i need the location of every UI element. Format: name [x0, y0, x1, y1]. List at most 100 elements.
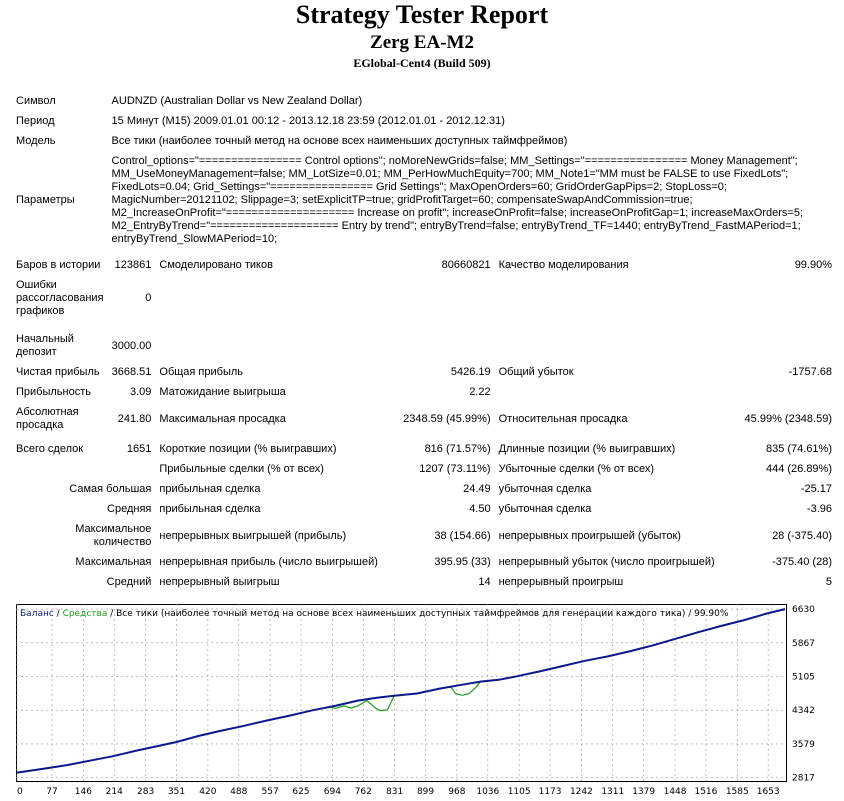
row-drawdown: Абсолютная просадка 241.80 Максимальная …: [12, 403, 836, 436]
x-tick-label: 1653: [757, 787, 780, 797]
balance-chart: Баланс / Средства / Все тики (наиболее т…: [16, 604, 815, 797]
quality-label: Качество моделирования: [498, 259, 629, 271]
x-tick-label: 968: [448, 787, 465, 797]
maximal-profit-value: 395.95 (33): [434, 556, 491, 568]
avg-consec-wins-label: непрерывный выигрыш: [159, 576, 280, 588]
chart-grid: [16, 604, 786, 781]
gross-loss-label: Общий убыток: [498, 366, 574, 378]
x-tick-label: 1448: [664, 787, 687, 797]
row-average: Средняя прибыльная сделка 4.50 убыточная…: [12, 500, 836, 520]
row-profit-trades: Прибыльные сделки (% от всех) 1207 (73.1…: [12, 460, 836, 480]
abs-dd-value: 241.80: [117, 412, 152, 425]
rel-dd-value: 45.99% (2348.59): [744, 412, 832, 425]
maximal-profit-label: непрерывная прибыль (число выигрышей): [159, 556, 378, 568]
row-symbol: Символ AUDNZD (Australian Dollar vs New …: [12, 92, 836, 112]
y-tick-label: 3579: [792, 740, 815, 750]
average-loss-label: убыточная сделка: [498, 503, 592, 515]
symbol-label: Символ: [16, 95, 56, 107]
max-dd-value: 2348.59 (45.99%): [403, 412, 491, 425]
server-name: EGlobal-Cent4 (Build 509): [353, 56, 491, 70]
x-tick-label: 214: [106, 787, 123, 797]
row-model: Модель Все тики (наиболее точный метод н…: [12, 132, 836, 152]
trades-value: 1651: [126, 443, 152, 455]
period-value: 15 Минут (M15) 2009.01.01 00:12 - 2013.1…: [111, 115, 505, 127]
bars-label: Баров в истории: [16, 259, 101, 271]
x-tick-label: 1585: [726, 787, 749, 797]
max-consec-wins-value: 38 (154.66): [434, 529, 491, 542]
long-label: Длинные позиции (% выигравших): [498, 443, 676, 455]
report-table: Символ AUDNZD (Australian Dollar vs New …: [12, 92, 836, 593]
y-tick-label: 4342: [792, 706, 815, 716]
x-tick-label: 1242: [570, 787, 593, 797]
x-tick-label: 1036: [476, 787, 499, 797]
long-value: 835 (74.61%): [765, 443, 832, 455]
x-tick-label: 1516: [694, 787, 717, 797]
chart-frame: [16, 604, 787, 782]
row-largest: Самая большая прибыльная сделка 24.49 уб…: [12, 480, 836, 500]
avg-consec-losses-label: непрерывный проигрыш: [498, 576, 624, 588]
model-value: Все тики (наиболее точный метод на основ…: [111, 135, 568, 147]
row-maximal: Максимальная непрерывная прибыль (число …: [12, 553, 836, 573]
x-tick-label: 420: [199, 787, 216, 797]
net-label: Чистая прибыль: [16, 366, 100, 378]
legend-equity: Средства: [63, 609, 108, 619]
x-tick-label: 625: [292, 787, 309, 797]
x-tick-label: 146: [75, 787, 92, 797]
largest-loss-label: убыточная сделка: [498, 483, 592, 495]
params-label: Параметры: [16, 194, 75, 206]
x-axis-ticks: 0 77 146 214 283 351 420 488 557 625 694 762 831 899 9…: [17, 787, 780, 797]
x-tick-label: 488: [230, 787, 247, 797]
average-label: Средняя: [107, 503, 152, 515]
max-consec-losses-label: непрерывных проигрышей (убыток): [498, 529, 681, 542]
expect-value: 2.22: [469, 386, 491, 398]
rel-dd-label: Относительная просадка: [498, 412, 628, 425]
gross-loss-value: -1757.68: [788, 366, 832, 378]
errors-label: Ошибки рассогласования графиков: [16, 279, 104, 317]
bars-value: 123861: [114, 259, 152, 271]
model-label: Модель: [16, 135, 56, 147]
deposit-label: Начальный депозит: [16, 333, 74, 358]
row-bars: Баров в истории 123861 Смоделировано тик…: [12, 256, 836, 276]
maximal-loss-value: -375.40 (28): [772, 556, 832, 568]
x-tick-label: 1173: [539, 787, 562, 797]
ticks-value: 80660821: [441, 259, 491, 271]
x-tick-label: 762: [355, 787, 372, 797]
y-axis-ticks: 2817 3579 4342 5105 5867 6630: [792, 605, 815, 784]
row-max-count: Максимальное количество непрерывных выиг…: [12, 520, 836, 553]
x-tick-label: 1379: [632, 787, 655, 797]
max-count-label: Максимальное количество: [75, 523, 152, 548]
expert-name: Zerg EA-M2: [370, 32, 474, 53]
row-profit-factor: Прибыльность 3.09 Матожидание выигрыша 2…: [12, 383, 836, 403]
x-tick-label: 351: [168, 787, 185, 797]
trades-label: Всего сделок: [16, 443, 84, 455]
pf-label: Прибыльность: [16, 386, 91, 398]
balance-line: [16, 608, 786, 774]
legend-rest: / Все тики (наиболее точный метод на осн…: [107, 609, 729, 619]
symbol-value: AUDNZD (Australian Dollar vs New Zealand…: [111, 95, 363, 107]
average-loss-value: -3.96: [806, 503, 832, 515]
row-trades: Всего сделок 1651 Короткие позиции (% вы…: [12, 440, 836, 460]
average-profit-label: прибыльная сделка: [159, 503, 261, 515]
x-tick-label: 557: [262, 787, 279, 797]
net-value: 3668.51: [111, 366, 152, 378]
largest-profit-label: прибыльная сделка: [159, 483, 261, 495]
x-tick-label: 694: [324, 787, 341, 797]
ticks-label: Смоделировано тиков: [159, 259, 273, 271]
x-tick-label: 0: [17, 787, 23, 797]
chart-legend: Баланс / Средства / Все тики (наиболее т…: [20, 609, 729, 619]
quality-value: 99.90%: [794, 259, 832, 271]
x-tick-label: 283: [137, 787, 154, 797]
row-net: Чистая прибыль 3668.51 Общая прибыль 542…: [12, 363, 836, 383]
errors-value: 0: [145, 292, 152, 304]
short-label: Короткие позиции (% выигравших): [159, 443, 337, 455]
y-tick-label: 2817: [792, 774, 815, 784]
x-tick-label: 899: [417, 787, 434, 797]
row-errors: Ошибки рассогласования графиков 0: [12, 276, 836, 322]
loss-trades-label: Убыточные сделки (% от всех): [498, 463, 655, 475]
row-deposit: Начальный депозит 3000.00: [12, 330, 836, 363]
x-tick-label: 831: [386, 787, 403, 797]
y-tick-label: 5105: [792, 672, 815, 682]
row-parameters: Параметры Control_options="=============…: [12, 152, 836, 250]
legend-balance: Баланс: [20, 609, 54, 619]
legend-sep: /: [54, 609, 63, 619]
